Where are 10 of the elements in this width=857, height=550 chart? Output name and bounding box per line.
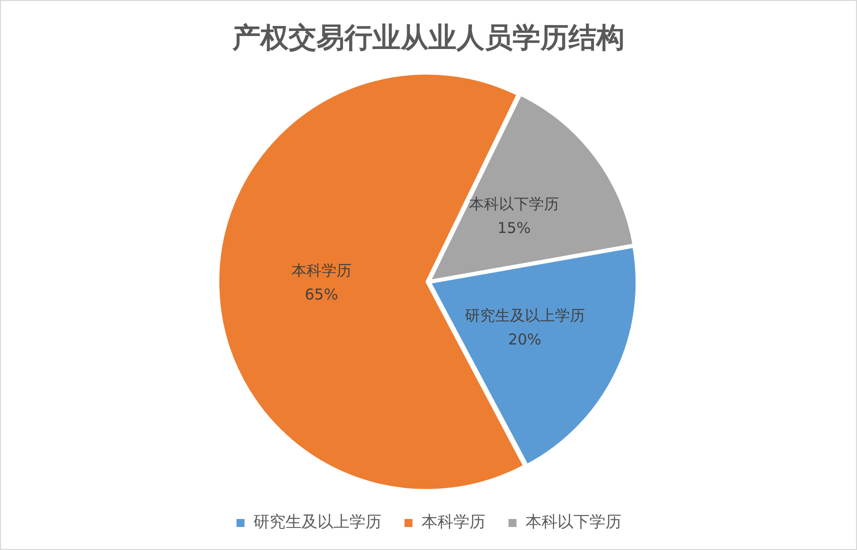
- data-label: 20%: [508, 330, 542, 349]
- slice-label: 本科学历: [291, 262, 352, 280]
- legend-label: 研究生及以上学历: [254, 512, 382, 532]
- data-label: 65%: [304, 286, 338, 304]
- slice-label: 研究生及以上学历: [464, 306, 585, 325]
- legend-label: 本科学历: [422, 512, 486, 532]
- legend-label: 本科以下学历: [526, 512, 622, 532]
- slice-label: 本科以下学历: [469, 195, 560, 214]
- chart-title: 产权交易行业从业人员学历结构: [232, 21, 624, 54]
- data-label: 15%: [497, 219, 531, 238]
